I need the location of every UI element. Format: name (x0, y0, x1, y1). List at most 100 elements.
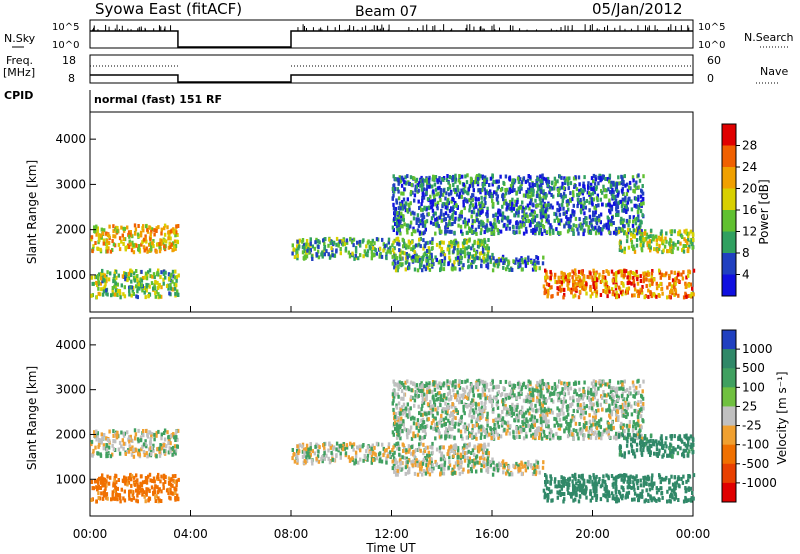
velocity-cell (169, 441, 172, 446)
power-cell (561, 202, 564, 207)
power-cell (144, 271, 148, 276)
power-cell (397, 219, 400, 224)
power-cell (148, 292, 152, 297)
velocity-cell (413, 454, 416, 459)
power-cell (595, 228, 598, 233)
power-cell (482, 243, 486, 248)
velocity-cell (483, 392, 486, 397)
velocity-cell (540, 384, 544, 389)
power-cell (544, 209, 547, 214)
velocity-cell (477, 378, 481, 383)
power-cell (543, 228, 546, 233)
power-cell (321, 254, 324, 259)
velocity-cell (424, 446, 427, 450)
power-cell (489, 189, 492, 194)
nsky-panel (89, 19, 694, 49)
power-cell (457, 216, 461, 221)
power-cell (619, 269, 622, 274)
power-cell (109, 249, 113, 254)
power-cell (504, 188, 507, 192)
power-cell (446, 174, 449, 178)
power-cell (640, 229, 643, 234)
power-cell (605, 188, 608, 193)
velocity-cell (480, 463, 483, 468)
power-cell (452, 183, 455, 187)
velocity-cell (107, 445, 111, 450)
velocity-cell (127, 480, 131, 485)
power-cell (591, 278, 594, 282)
power-cell (536, 221, 539, 226)
velocity-cell (516, 402, 519, 407)
power-cell (587, 181, 590, 186)
velocity-cell (385, 460, 388, 465)
power-cell (414, 179, 417, 184)
power-cell (370, 256, 373, 261)
power-cell (535, 255, 538, 259)
velocity-cell (124, 481, 127, 486)
power-cell (397, 189, 400, 194)
power-cell (116, 229, 119, 234)
power-cell (419, 183, 422, 188)
power-cell (527, 258, 530, 263)
velocity-cell (162, 482, 165, 487)
power-cell (142, 228, 145, 233)
power-cell (548, 285, 552, 290)
power-cell (327, 252, 330, 257)
velocity-cell (391, 466, 394, 471)
velocity-cell (462, 395, 465, 400)
power-cell (123, 271, 126, 276)
power-cell (106, 270, 109, 275)
power-cell (653, 277, 656, 282)
velocity-cell (582, 386, 585, 391)
power-cell (394, 177, 397, 182)
power-ytick-tick-label: 1000 (55, 268, 86, 282)
power-cell (543, 291, 546, 296)
power-cell (430, 262, 434, 267)
velocity-cell (457, 454, 460, 459)
power-cell (494, 225, 498, 230)
power-cell (462, 203, 465, 208)
velocity-cell (434, 416, 437, 421)
velocity-cell (127, 435, 131, 440)
power-cell (540, 204, 543, 209)
power-cell (380, 254, 384, 259)
velocity-cell (351, 444, 354, 449)
power-cell (659, 281, 662, 286)
velocity-cell (450, 404, 453, 409)
power-cell (483, 259, 486, 264)
power-cell (132, 243, 135, 248)
velocity-cell (419, 426, 422, 431)
velocity-cell (518, 395, 521, 400)
power-cell (105, 243, 109, 248)
power-cell (123, 294, 127, 299)
power-cell (162, 240, 165, 245)
velocity-cell (133, 482, 137, 487)
power-cell (494, 259, 497, 264)
power-cell (395, 198, 398, 203)
velocity-cell (177, 428, 180, 433)
velocity-cell (150, 446, 154, 450)
power-cell (626, 207, 629, 212)
velocity-cell (532, 432, 535, 437)
power-cell (427, 179, 431, 184)
power-cell (385, 256, 388, 261)
velocity-cell (565, 404, 569, 409)
velocity-cell (610, 386, 613, 390)
power-cell (538, 266, 541, 271)
velocity-cell (358, 444, 361, 449)
velocity-cell (153, 437, 156, 442)
velocity-cell (450, 444, 453, 449)
velocity-cell (131, 439, 134, 443)
velocity-cell (454, 461, 458, 466)
power-cell (539, 189, 542, 193)
power-cell (689, 282, 692, 287)
power-cell (480, 205, 484, 210)
power-cell (423, 223, 427, 228)
power-cell (485, 177, 489, 182)
power-cell (496, 194, 499, 199)
power-cell (409, 220, 413, 225)
velocity-cell (404, 461, 408, 465)
velocity-cell (117, 447, 121, 452)
power-cell (430, 205, 433, 210)
